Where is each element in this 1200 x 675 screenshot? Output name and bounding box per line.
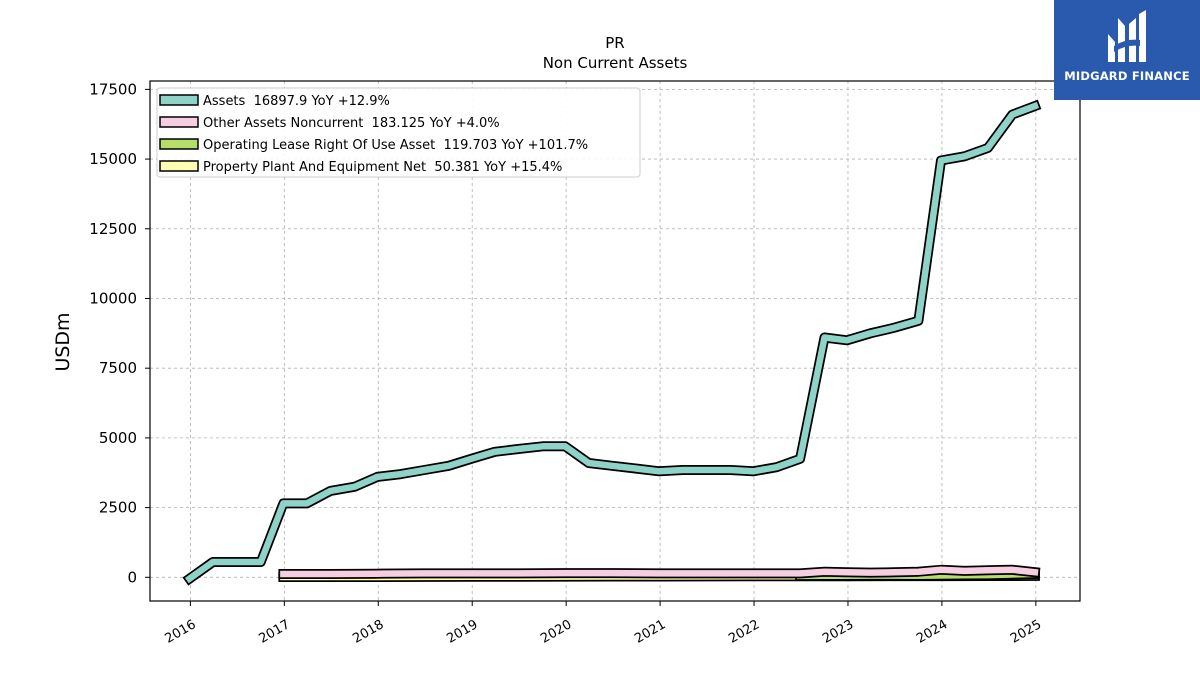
y-tick-label: 12500 xyxy=(89,220,137,238)
series-line xyxy=(280,566,1039,578)
legend-label: Assets 16897.9 YoY +12.9% xyxy=(203,94,390,109)
chart-title: PR xyxy=(605,34,624,52)
y-tick-label: 7500 xyxy=(99,359,137,377)
chart-subtitle: Non Current Assets xyxy=(543,54,688,72)
legend-label: Other Assets Noncurrent 183.125 YoY +4.0… xyxy=(203,116,500,131)
legend-swatch xyxy=(159,116,199,128)
y-tick-label: 5000 xyxy=(99,429,137,447)
legend: Assets 16897.9 YoY +12.9% Other Assets No… xyxy=(156,87,641,178)
x-tick-label: 2016 xyxy=(163,617,199,647)
series-assets xyxy=(182,99,1042,586)
legend-swatch xyxy=(159,160,199,172)
brand-mark-icon xyxy=(1108,10,1146,62)
y-tick-label: 17500 xyxy=(89,80,137,98)
x-tick-label: 2018 xyxy=(350,617,386,647)
brand-name: MIDGARD FINANCE xyxy=(1064,69,1190,83)
series-other-assets-noncurrent xyxy=(278,564,1041,579)
x-tick-label: 2020 xyxy=(538,617,574,647)
x-tick-label: 2024 xyxy=(914,617,950,647)
x-tick-label: 2022 xyxy=(726,617,762,647)
x-tick-label: 2019 xyxy=(444,617,480,647)
legend-swatch xyxy=(159,138,199,150)
x-tick-label: 2021 xyxy=(632,617,668,647)
y-tick-label: 10000 xyxy=(89,289,137,307)
y-tick-label: 2500 xyxy=(99,499,137,517)
legend-label: Operating Lease Right Of Use Asset 119.7… xyxy=(203,138,588,153)
x-tick-label: 2017 xyxy=(257,617,293,647)
series-layer xyxy=(182,99,1042,586)
legend-box xyxy=(156,87,641,178)
legend-label: Property Plant And Equipment Net 50.381 … xyxy=(203,160,562,175)
y-tick-label: 15000 xyxy=(89,150,137,168)
brand-logo: MIDGARD FINANCE xyxy=(1054,0,1200,100)
series-line xyxy=(184,101,1040,584)
legend-swatch xyxy=(159,94,199,106)
x-tick-label: 2025 xyxy=(1008,617,1044,647)
plot-frame xyxy=(149,80,1081,602)
y-tick-label: 0 xyxy=(127,568,137,586)
y-axis-label: USDm xyxy=(52,312,74,371)
x-tick-label: 2023 xyxy=(820,617,856,647)
